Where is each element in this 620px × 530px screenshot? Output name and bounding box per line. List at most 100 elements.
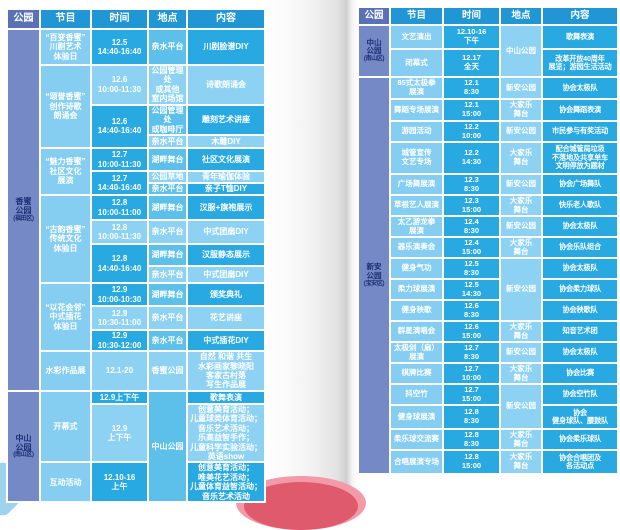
- column-header-time: 时间: [442, 6, 501, 26]
- cell-content: 社区文化展演: [186, 147, 266, 173]
- cell-park: 中山 公园 (南山区): [357, 24, 391, 78]
- cell-program: 合唱展演专场: [389, 449, 444, 475]
- cell-location: 公园草地: [147, 170, 188, 185]
- cell-program: 草根艺人展演: [389, 194, 444, 217]
- cell-location: 大家乐 舞台: [499, 320, 543, 343]
- cell-program: 开幕式: [39, 389, 92, 464]
- cell-program: 抖空竹: [389, 383, 444, 406]
- cell-park: 中山 公园 (南山区): [6, 389, 41, 504]
- cell-content: 亲子T恤DIY: [186, 182, 266, 197]
- table-row: 太乙游龙拳 展演 12.4 8:30 新安公园 协会太极队: [358, 215, 619, 238]
- cell-time: 12.8 14:40-16:40: [90, 243, 149, 285]
- column-header-time: 时间: [90, 8, 149, 30]
- cell-location: 大家乐 舞台: [499, 236, 543, 259]
- cell-program: 器乐演奏会: [389, 236, 444, 259]
- column-header-park: 公园: [6, 8, 41, 30]
- cell-location: 新安公园: [499, 215, 543, 238]
- cell-program: 柔乐球交流赛: [389, 428, 444, 451]
- cell-time: 12.1-20: [90, 350, 149, 392]
- cell-location: 公园管理处 或其他 室内场馆: [147, 64, 188, 106]
- cell-time: 12.10-16 上午: [90, 461, 149, 504]
- cell-time: 12.6 8:30: [442, 299, 501, 322]
- cell-time: 12.6 10:00-11:30: [90, 64, 149, 106]
- column-header-program: 节目: [389, 6, 444, 26]
- cell-program: “颂誉香蜜” 创作诗歌 朗诵会: [39, 63, 92, 150]
- table-row: 中山 公园 (南山区) 文艺演出 12.10-16 下午 中山公园 歌舞表演: [357, 24, 619, 78]
- cell-time: 12.7 15:00: [442, 383, 501, 406]
- header-row: 公园 节目 时间 地点 内容: [357, 6, 619, 26]
- table-row: 健身秧歌 12.6 8:30 协会秧歌队: [358, 299, 619, 322]
- cell-content: 协会合唱团及 各活动点: [541, 449, 619, 475]
- cell-time: 12.6 15:00: [442, 320, 501, 343]
- cell-time: 12.9 10:30-12:00: [90, 329, 149, 353]
- column-header-content: 内容: [186, 8, 266, 30]
- cell-location: 大家乐 舞台: [499, 428, 543, 451]
- cell-location: 湖畔舞台: [147, 147, 188, 173]
- cell-location: 亲水平台: [147, 265, 188, 285]
- table-row: 广场舞展演 12.3 8:30 新安公园 协会广场舞队: [358, 173, 619, 196]
- table-row: 闭幕式 12.17 全天 改革开放40周年 展览；游园生活活动: [358, 48, 619, 78]
- cell-program: 棋牌比赛: [389, 362, 444, 385]
- cell-time: 12.17 全天: [442, 48, 501, 78]
- cell-program: 太乙游龙拳 展演: [389, 215, 444, 238]
- table-row: 亲水平台 亲子T恤DIY: [7, 182, 266, 197]
- district-label: (南山区): [13, 452, 34, 459]
- table-row: 12.8 14:40-16:40 湖畔舞台 汉服静态展示: [7, 243, 266, 285]
- cell-location: 中山公园: [499, 24, 543, 78]
- cell-content: 协会太极队: [541, 215, 619, 238]
- cell-content: 诗歌朗诵会: [186, 64, 266, 106]
- table-row: 12.8 10:00-11:30 亲水平台 中式团扇DIY: [7, 219, 266, 246]
- table-row: 12.6 14:40-16:40 公园管理处 或咖啡厅 雕刻艺术讲座: [7, 103, 266, 150]
- cell-time: 12.8 10:00-11:30: [90, 219, 149, 246]
- cell-time: 12.10-16 下午: [442, 24, 501, 50]
- cell-content: 川剧脸谱DIY: [186, 28, 266, 66]
- cell-location: 中山公园: [147, 389, 188, 504]
- cell-content: 知音艺术团: [541, 320, 619, 343]
- table-row: “魅力香蜜” 社区文化 展演 12.7 10:00-11:30 湖畔舞台 社区文化展演: [7, 147, 266, 197]
- cell-content: 自然 和谐 共生 水彩画家黎晓阳 客家古村落 写生作品展: [186, 350, 266, 392]
- cell-program: 闭幕式: [389, 48, 444, 78]
- cell-program: 健身球展演: [389, 404, 444, 430]
- table-row: 棋牌比赛 12.7 10:00 大家乐 舞台 协会比赛: [358, 362, 619, 385]
- cell-content: 颁奖典礼: [186, 282, 266, 308]
- cell-location: 大家乐 舞台: [499, 98, 543, 122]
- cell-content: 创意美育活动； 儿童球类体育活动； 音乐艺术活动； 乐高益智手作； 儿童科学实验…: [186, 402, 266, 464]
- cell-time: 12.9 上下午: [90, 402, 149, 464]
- cell-content: 协会广场舞队: [541, 173, 619, 196]
- cell-time: 12.2 14:30: [442, 141, 501, 175]
- table-row: 城管宣传 文艺专场 12.2 14:30 大家乐 舞台 配合城管局垃圾 不落地及共享单…: [358, 141, 619, 175]
- table-row: “古韵香蜜” 传统文化 体验日 12.8 10:00-11:00 湖畔舞台 汉服+旗袍…: [7, 194, 266, 285]
- cell-location: 公园管理处 或咖啡厅: [147, 103, 188, 137]
- table-row: 亲水平台 中式团扇DIY: [7, 265, 266, 285]
- cell-location: 亲水平台: [147, 219, 188, 246]
- cell-content: 创意美育活动； 唯美花艺活动； 儿童体育益智活动； 音乐艺术活动: [186, 461, 266, 504]
- cell-time: 12.8 8:30: [442, 428, 501, 451]
- table-row: 水彩作品展 12.1-20 香蜜公园 自然 和谐 共生 水彩画家黎晓阳 客家古村落 写…: [7, 350, 266, 392]
- cell-program: 太极剑（扇） 展演: [389, 341, 444, 364]
- cell-content: 协会空竹队: [541, 383, 619, 406]
- column-header-location: 地点: [499, 6, 543, 26]
- cell-content: 协会柔力球队: [541, 278, 619, 301]
- cell-program: 健身气功: [389, 257, 444, 280]
- table-row: 游园活动 12.2 10:00 新安公园 市民参与有奖活动: [358, 120, 619, 143]
- table-row: 新安 公园 (宝安区) 85式太极拳 展演 12.1 8:30 新安公园 协会太极队: [357, 76, 619, 475]
- cell-location: 新安公园: [499, 120, 543, 143]
- cell-time: 12.9 10:00-10:30: [90, 282, 149, 308]
- cell-time: 12.2 10:00: [442, 120, 501, 143]
- table-row: 12.9 10:30-11:00 亲水平台 花艺讲座: [7, 305, 266, 332]
- table-row: 香蜜 公园 (福田区) “百变香蜜” 川剧艺术 体验日 12.5 14:40-16:4…: [6, 28, 266, 392]
- cell-location: 亲水平台: [147, 28, 188, 66]
- cell-content: 雕刻艺术讲座: [186, 103, 266, 137]
- cell-program: “百变香蜜” 川剧艺术 体验日: [39, 28, 92, 66]
- cell-program: 城管宣传 文艺专场: [389, 141, 444, 175]
- schedule-table-right: 公园 节目 时间 地点 内容 中山 公园 (南山区) 文艺演出 12.10-16 下午 中山公园歌…: [357, 6, 619, 475]
- table-row: 中山 公园 (南山区) 开幕式 12.9上下午 中山公园 歌舞表演: [6, 389, 266, 504]
- cell-time: 12.7 8:30: [442, 341, 501, 364]
- header-row: 公园 节目 时间 地点 内容: [6, 8, 266, 30]
- cell-time: 12.5 8:30: [442, 257, 501, 280]
- cell-program: “古韵香蜜” 传统文化 体验日: [39, 194, 92, 285]
- table-row: “颂誉香蜜” 创作诗歌 朗诵会 12.6 10:00-11:30 公园管理处 或其他…: [7, 63, 266, 150]
- cell-location: 亲水平台: [147, 182, 188, 197]
- cell-location: 湖畔舞台: [147, 282, 188, 308]
- cell-time: 12.7 10:00-11:30: [90, 147, 149, 173]
